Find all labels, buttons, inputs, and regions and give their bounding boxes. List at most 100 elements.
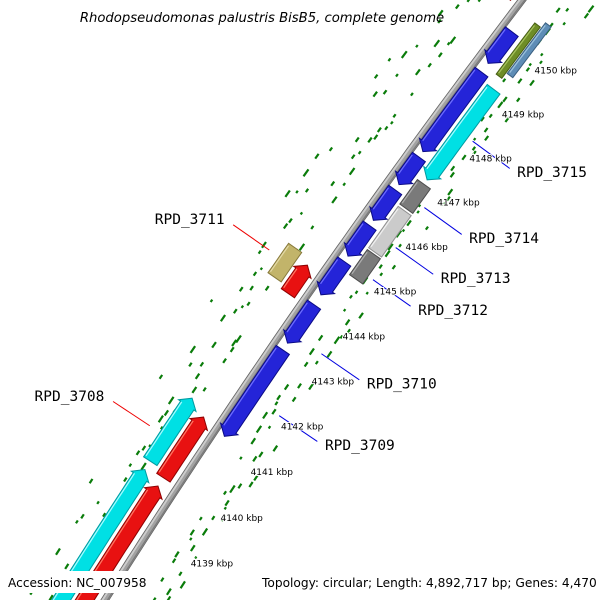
gc-dot: [191, 386, 198, 394]
gc-dot: [123, 477, 128, 483]
gene-feature-cds-reverse[interactable]: [369, 184, 403, 221]
gc-dot: [382, 89, 388, 95]
gc-dot: [140, 462, 147, 471]
gene-label[interactable]: RPD_3710: [366, 375, 438, 393]
gene-feature-cds-reverse[interactable]: [418, 66, 489, 153]
gc-dot: [471, 146, 477, 151]
gc-dot: [75, 519, 79, 524]
gc-dot: [540, 52, 544, 57]
gene-feature-cds-forward[interactable]: [156, 416, 209, 483]
gc-dot: [258, 451, 264, 458]
gc-dot: [80, 513, 85, 519]
gc-dot: [288, 217, 293, 224]
gc-dot: [398, 243, 402, 248]
gene-label[interactable]: RPD_3712: [417, 302, 489, 320]
gene-feature-feature-arrow[interactable]: [142, 397, 197, 467]
gc-dot: [357, 150, 362, 155]
gc-dot: [328, 146, 334, 152]
gc-dot: [148, 444, 152, 448]
gc-dot: [437, 18, 442, 24]
gc-dot: [349, 294, 353, 299]
gc-dot: [330, 180, 336, 187]
gc-dot: [229, 484, 236, 494]
gc-dot: [264, 285, 270, 292]
gc-dot: [447, 188, 454, 196]
feature-bevel-highlight: [319, 259, 339, 285]
gc-dot: [223, 506, 227, 510]
gc-dot: [128, 463, 133, 468]
gc-dot: [400, 50, 408, 59]
gene-label[interactable]: RPD_3714: [468, 230, 540, 248]
gc-dot: [367, 136, 373, 144]
gene-feature-cds-reverse[interactable]: [316, 256, 352, 296]
gc-dot: [314, 360, 319, 365]
gc-dot: [189, 537, 193, 541]
position-tick-labels: 4139 kbp 4140 kbp 4141 kbp 4142 kbp 4143 kbp…: [190, 66, 579, 571]
gc-dot: [248, 481, 254, 488]
feature-bevel-highlight: [401, 181, 418, 204]
feature-bevel-highlight: [145, 401, 183, 457]
gene-feature-cds-reverse[interactable]: [484, 26, 519, 64]
gc-dot: [163, 409, 170, 417]
gc-dot: [562, 21, 566, 26]
gc-dot: [167, 396, 175, 405]
gc-dot: [267, 425, 272, 430]
gc-dot: [354, 136, 360, 143]
label-callout-line: [232, 224, 270, 251]
gene-feature-cds-reverse[interactable]: [219, 344, 291, 437]
gc-dot: [317, 334, 324, 342]
gc-dot: [529, 79, 535, 87]
gc-dot: [466, 0, 471, 3]
gc-dot: [302, 168, 310, 177]
gene-feature-cds-reverse[interactable]: [282, 299, 322, 344]
gene-feature-feature-box[interactable]: [399, 178, 432, 215]
gc-dot: [348, 167, 356, 176]
gc-dot: [449, 171, 455, 178]
gene-feature-feature-arrow[interactable]: [49, 468, 150, 600]
gene-label[interactable]: RPD_3708: [34, 388, 106, 406]
gc-dot: [189, 345, 197, 354]
gc-dot: [174, 551, 180, 558]
gc-dot: [261, 241, 267, 249]
gene-label[interactable]: RPD_3709: [324, 437, 396, 455]
gc-dot: [272, 445, 279, 452]
gene-feature-feature-strip[interactable]: [495, 22, 541, 79]
gc-dot: [246, 301, 251, 307]
label-callout-line: [321, 353, 360, 381]
gc-dot: [387, 57, 392, 62]
feature-bevel-highlight: [422, 69, 476, 142]
accession-text: Accession: NC_007958: [8, 576, 147, 590]
gc-dot: [233, 308, 238, 314]
gc-dot: [298, 243, 306, 251]
gene-feature-cds-forward[interactable]: [280, 264, 312, 299]
gc-dot: [283, 383, 290, 391]
gc-dot: [201, 527, 209, 536]
backbone-highlight: [101, 0, 521, 600]
position-tick-label: 4146 kbp: [405, 243, 448, 253]
gc-dot: [231, 339, 238, 347]
gene-feature-cds-reverse[interactable]: [343, 220, 377, 257]
gene-feature-feature-box[interactable]: [267, 242, 303, 283]
gc-dot: [255, 425, 263, 434]
gene-feature-feature-strip[interactable]: [506, 22, 552, 79]
gene-feature-cds-reverse[interactable]: [394, 151, 427, 186]
gc-dot: [373, 134, 379, 141]
gene-feature-feature-arrow[interactable]: [422, 83, 501, 181]
gene-label[interactable]: RPD_3713: [440, 270, 512, 288]
gc-dot: [222, 358, 227, 364]
gc-dot: [376, 127, 382, 133]
gc-dot: [88, 478, 94, 484]
gc-dot: [414, 68, 421, 76]
feature-bevel-highlight: [370, 208, 399, 248]
backbone-shadow: [106, 0, 526, 600]
gene-label[interactable]: RPD_3715: [516, 164, 588, 182]
gc-dot: [194, 373, 201, 380]
gc-dot: [387, 243, 394, 251]
feature-bevel-highlight: [223, 347, 277, 426]
gc-dot: [583, 12, 590, 19]
gc-dot: [391, 264, 397, 270]
position-tick-label: 4139 kbp: [191, 560, 234, 570]
gene-label[interactable]: RPD_3711: [154, 211, 226, 229]
gene-feature-feature-box[interactable]: [367, 205, 412, 258]
gene-feature-feature-box[interactable]: [348, 248, 382, 285]
